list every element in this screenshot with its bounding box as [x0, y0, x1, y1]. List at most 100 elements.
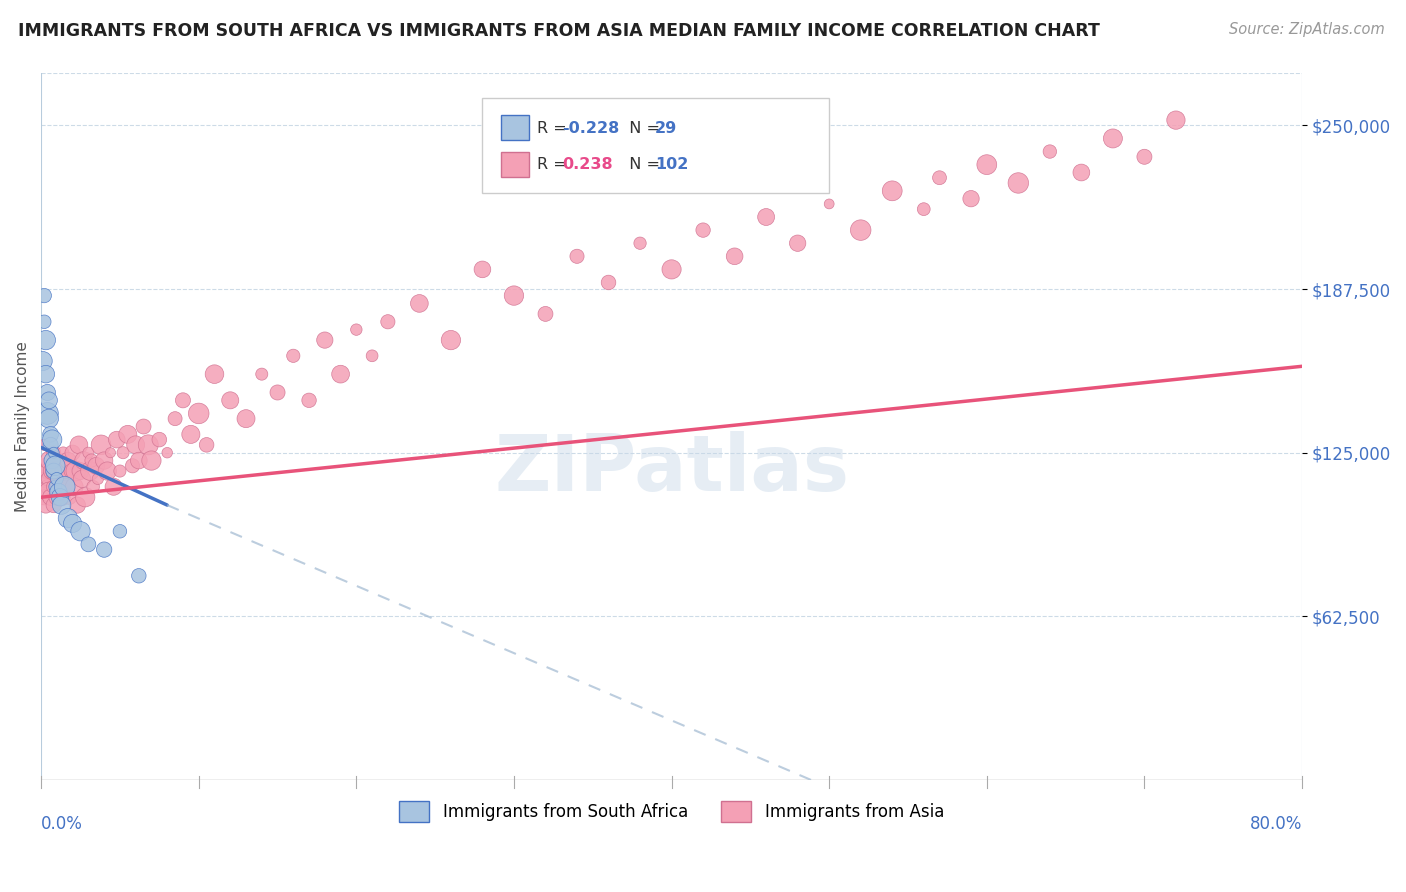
Point	[408, 296, 430, 310]
Point	[1164, 113, 1187, 128]
Point	[93, 542, 115, 557]
Point	[37, 464, 59, 478]
Text: 29: 29	[655, 120, 678, 136]
Point	[35, 458, 58, 473]
Point	[344, 323, 367, 337]
Point	[534, 307, 557, 321]
Point	[598, 276, 620, 290]
Point	[37, 480, 59, 494]
Point	[63, 480, 86, 494]
Point	[38, 485, 60, 500]
Point	[377, 315, 399, 329]
Point	[32, 438, 55, 452]
Point	[41, 433, 63, 447]
Point	[56, 511, 79, 525]
Point	[35, 498, 58, 512]
Point	[156, 446, 179, 460]
Point	[180, 427, 202, 442]
Point	[755, 210, 778, 224]
Point	[53, 480, 76, 494]
Point	[128, 569, 150, 583]
Point	[79, 464, 101, 478]
Point	[628, 236, 651, 251]
Point	[136, 438, 159, 452]
Point	[45, 490, 67, 504]
Point	[32, 315, 55, 329]
Point	[44, 458, 66, 473]
Point	[692, 223, 714, 237]
Point	[49, 472, 72, 486]
Point	[45, 480, 67, 494]
Point	[298, 393, 321, 408]
Point	[48, 485, 70, 500]
Point	[48, 458, 70, 473]
Point	[1133, 150, 1156, 164]
Point	[132, 419, 155, 434]
Bar	[502, 153, 529, 177]
Point	[66, 498, 89, 512]
Point	[69, 524, 91, 539]
Point	[87, 472, 110, 486]
Point	[165, 411, 187, 425]
Point	[60, 464, 83, 478]
Bar	[502, 115, 529, 140]
Point	[108, 464, 131, 478]
Text: 0.238: 0.238	[562, 157, 613, 172]
Point	[41, 480, 63, 494]
Point	[849, 223, 872, 237]
Point	[35, 367, 58, 381]
Point	[49, 490, 72, 504]
Point	[93, 453, 115, 467]
Point	[314, 333, 336, 347]
Point	[1007, 176, 1029, 190]
Point	[62, 516, 84, 531]
Point	[1070, 165, 1092, 179]
Point	[960, 192, 983, 206]
Point	[361, 349, 384, 363]
Point	[39, 427, 62, 442]
Point	[80, 453, 103, 467]
Point	[56, 453, 79, 467]
Point	[58, 490, 80, 504]
Point	[204, 367, 226, 381]
Point	[148, 433, 170, 447]
Point	[38, 393, 60, 408]
Text: 0.0%: 0.0%	[41, 815, 83, 833]
Point	[42, 446, 65, 460]
Point	[45, 472, 67, 486]
Point	[51, 498, 73, 512]
Point	[32, 490, 55, 504]
Point	[31, 472, 53, 486]
Text: ZIPatlas: ZIPatlas	[494, 431, 849, 507]
Text: 102: 102	[655, 157, 689, 172]
Point	[329, 367, 352, 381]
Point	[928, 170, 950, 185]
Point	[125, 438, 148, 452]
Point	[440, 333, 463, 347]
Point	[976, 158, 998, 172]
Point	[117, 427, 139, 442]
Point	[882, 184, 904, 198]
Point	[235, 411, 257, 425]
Point	[65, 464, 87, 478]
Point	[38, 472, 60, 486]
Point	[1102, 131, 1125, 145]
Point	[62, 446, 84, 460]
Point	[172, 393, 194, 408]
Point	[70, 472, 93, 486]
Point	[41, 453, 63, 467]
Point	[44, 464, 66, 478]
Text: R =: R =	[537, 157, 571, 172]
Point	[141, 453, 163, 467]
Point	[41, 464, 63, 478]
Point	[75, 490, 97, 504]
Point	[283, 349, 305, 363]
Point	[35, 333, 58, 347]
Point	[661, 262, 683, 277]
Point	[44, 480, 66, 494]
Point	[37, 385, 59, 400]
Point	[77, 537, 100, 551]
Text: N =: N =	[619, 157, 665, 172]
Point	[103, 480, 125, 494]
Point	[912, 202, 935, 216]
